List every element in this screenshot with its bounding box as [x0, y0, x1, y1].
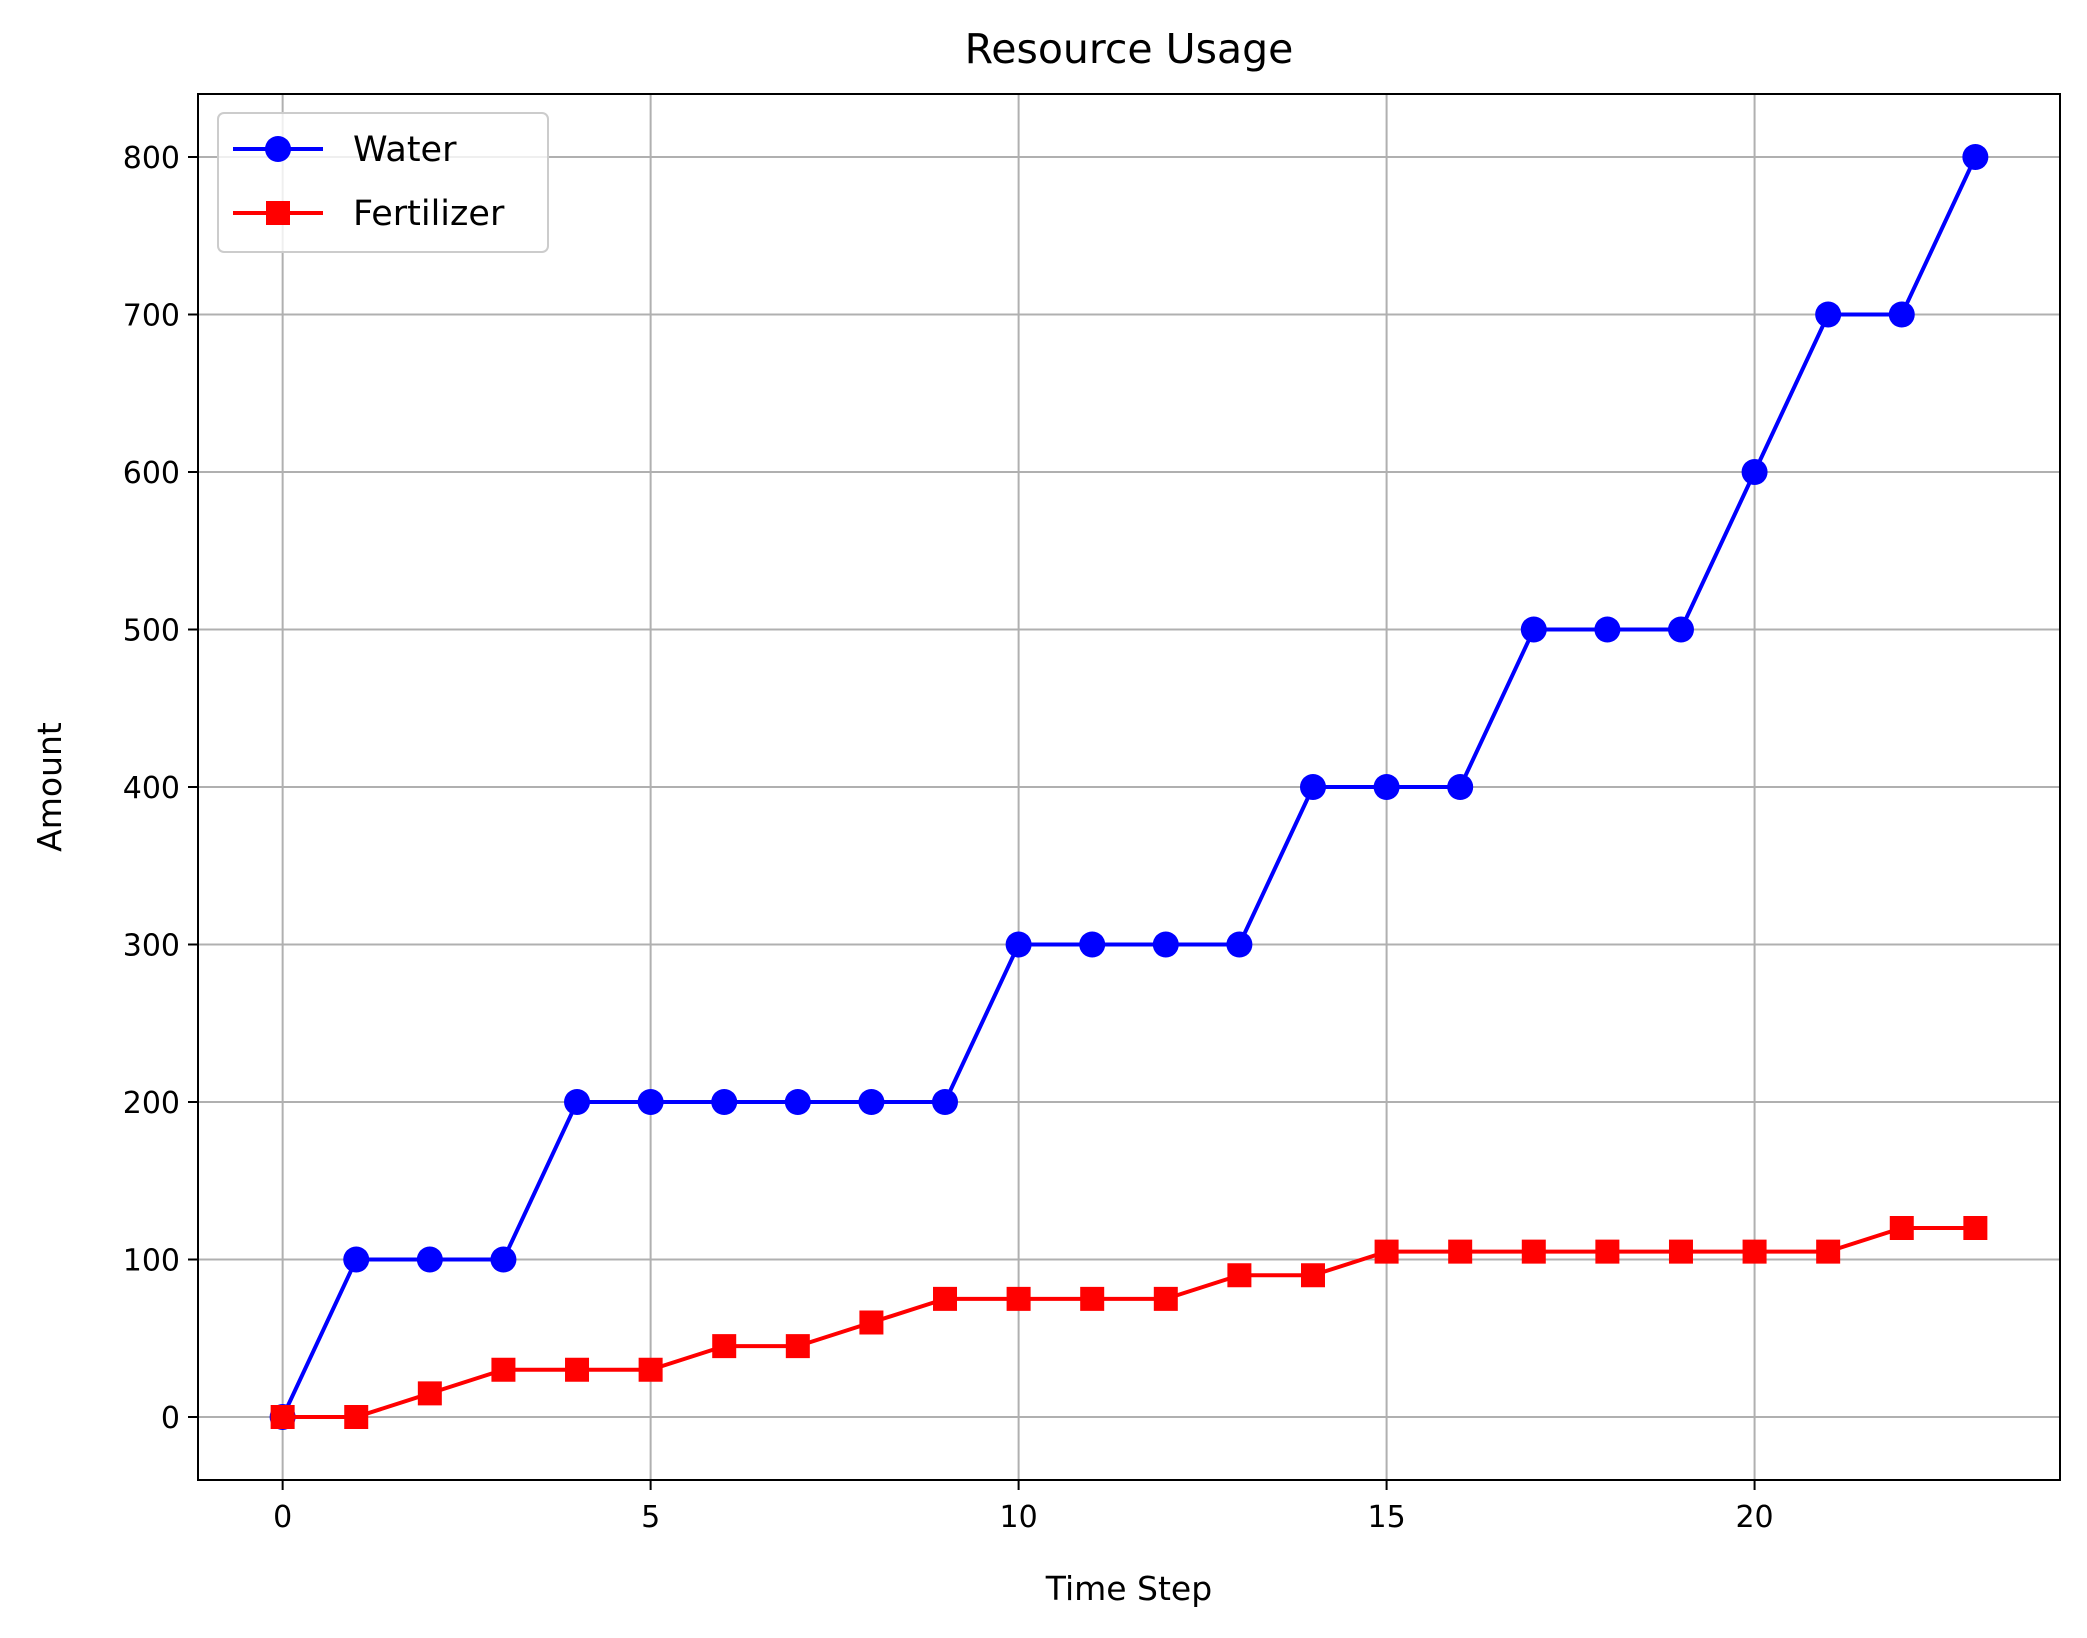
water-point — [784, 1089, 811, 1115]
water-point — [1594, 616, 1621, 643]
water-point — [1373, 774, 1400, 800]
fertilizer-point — [933, 1286, 958, 1311]
fertilizer-point — [712, 1334, 737, 1359]
y-tick-label: 400 — [123, 771, 180, 806]
water-point — [564, 1089, 591, 1115]
water-point — [343, 1246, 370, 1273]
fertilizer-point — [1006, 1286, 1031, 1311]
water-point — [1741, 459, 1768, 485]
fertilizer-point — [1448, 1239, 1473, 1264]
water-point — [858, 1089, 885, 1115]
fertilizer-point — [344, 1405, 369, 1429]
water-point — [1299, 774, 1326, 800]
water-point — [1079, 931, 1106, 958]
y-axis-label: Amount — [30, 722, 69, 852]
y-tick-label: 500 — [123, 614, 180, 649]
fertilizer-point — [1816, 1239, 1841, 1264]
y-tick-label: 800 — [123, 141, 180, 176]
water-line — [280, 156, 1978, 1418]
fertilizer-point — [417, 1381, 442, 1406]
water-point — [637, 1089, 664, 1115]
y-tick-label: 0 — [161, 1401, 180, 1436]
water-point — [1962, 144, 1989, 170]
fertilizer-point — [1742, 1239, 1767, 1264]
water-point — [1447, 774, 1474, 800]
water-point — [416, 1246, 443, 1273]
series-layer — [269, 144, 1989, 1430]
x-axis-label: Time Step — [1045, 1569, 1212, 1608]
legend: Water Fertilizer — [217, 112, 549, 253]
fertilizer-point — [1080, 1286, 1105, 1311]
water-point — [1520, 616, 1547, 643]
fertilizer-point — [1521, 1239, 1546, 1264]
fertilizer-point — [1668, 1239, 1693, 1264]
fertilizer-point — [1300, 1263, 1325, 1288]
fertilizer-point — [1963, 1216, 1988, 1240]
water-point — [1005, 931, 1032, 958]
fertilizer-point — [1227, 1263, 1252, 1288]
series-fertilizer — [270, 1216, 1988, 1429]
fertilizer-point — [1595, 1239, 1620, 1264]
legend-marker-fertilizer — [266, 201, 290, 225]
water-point — [1888, 301, 1915, 328]
fertilizer-point — [859, 1310, 884, 1335]
fertilizer-point — [270, 1405, 295, 1429]
water-point — [932, 1089, 959, 1115]
x-tick-label: 0 — [273, 1500, 292, 1535]
gridlines — [198, 94, 2060, 1480]
legend-label-fertilizer: Fertilizer — [353, 194, 505, 234]
water-point — [711, 1089, 738, 1115]
series-water — [269, 144, 1989, 1430]
fertilizer-point — [1153, 1286, 1178, 1311]
y-tick-label: 300 — [123, 929, 180, 964]
fertilizer-point — [785, 1334, 810, 1359]
y-tick-label: 600 — [123, 456, 180, 491]
fertilizer-point — [1374, 1239, 1399, 1264]
x-tick-label: 10 — [1000, 1500, 1038, 1535]
water-point — [1815, 301, 1842, 328]
fertilizer-point — [638, 1357, 663, 1382]
x-tick-label: 5 — [641, 1500, 660, 1535]
y-tick-label: 200 — [123, 1086, 180, 1121]
y-tick-label: 700 — [123, 299, 180, 334]
fertilizer-point — [565, 1357, 590, 1382]
water-point — [490, 1246, 517, 1273]
legend-marker-water — [265, 136, 291, 162]
x-tick-label: 20 — [1735, 1500, 1773, 1535]
water-point — [1667, 616, 1694, 643]
water-point — [1226, 931, 1253, 958]
legend-label-water: Water — [353, 130, 457, 170]
fertilizer-point — [1889, 1216, 1914, 1240]
fertilizer-line — [282, 1226, 1976, 1419]
x-tick-label: 15 — [1367, 1500, 1405, 1535]
chart-title: Resource Usage — [965, 25, 1294, 73]
water-point — [1152, 931, 1179, 958]
y-tick-label: 100 — [123, 1244, 180, 1279]
fertilizer-point — [491, 1357, 516, 1382]
